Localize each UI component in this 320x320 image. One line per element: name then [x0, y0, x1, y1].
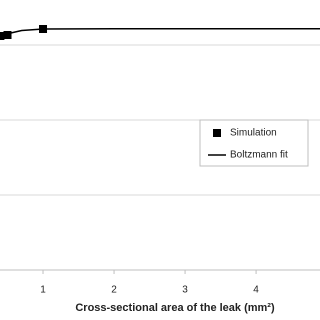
x-axis-label: Cross-sectional area of the leak (mm²) — [75, 302, 275, 314]
x-tick-label: 3 — [182, 285, 188, 296]
marker — [3, 31, 12, 39]
fit-line — [0, 28, 320, 38]
legend-label: Simulation — [230, 128, 277, 139]
x-tick-label: 2 — [111, 285, 117, 296]
legend-marker — [213, 129, 221, 137]
legend-box — [199, 119, 309, 167]
legend-label: Boltzmann fit — [230, 150, 288, 161]
x-tick-label: 4 — [253, 285, 259, 296]
x-tick-label: 1 — [40, 285, 46, 296]
